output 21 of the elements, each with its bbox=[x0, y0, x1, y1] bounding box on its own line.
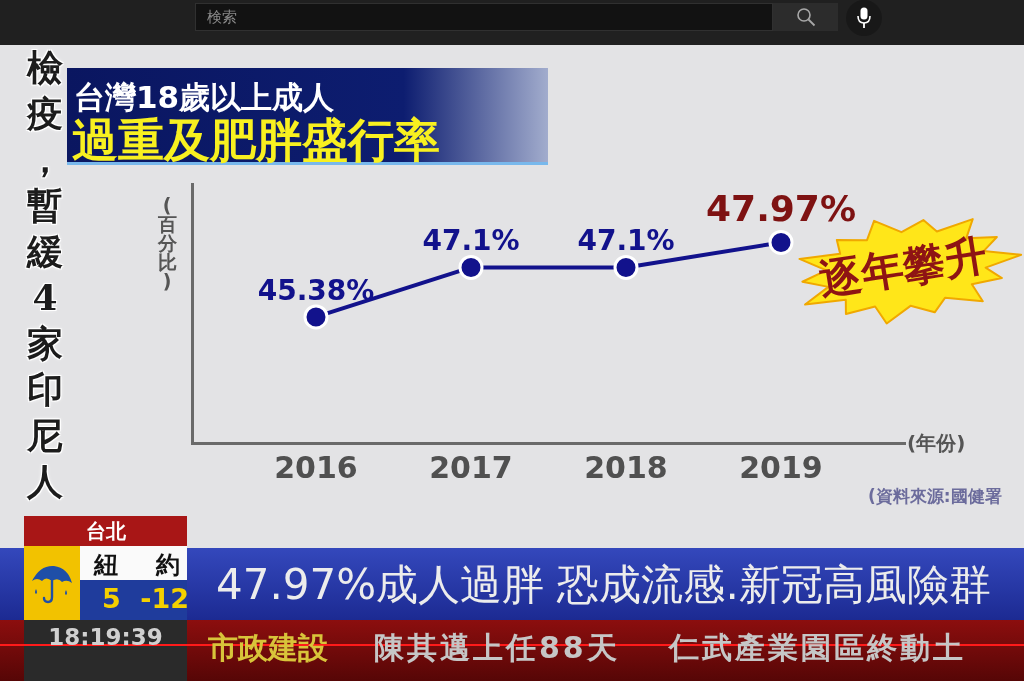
chart-title: 台灣18歲以上成人 bbox=[74, 79, 335, 115]
chart-subtitle: 過重及肥胖盛行率 bbox=[72, 113, 440, 167]
x-tick-label: 2017 bbox=[429, 449, 513, 485]
text: 5 -12 bbox=[102, 583, 189, 615]
text: (資料來源:國健署 bbox=[868, 485, 1002, 508]
y-axis-title: (百分比) bbox=[156, 194, 178, 292]
data-label: 47.97% bbox=[706, 188, 856, 230]
text: 台北 bbox=[24, 517, 187, 545]
data-label: 47.1% bbox=[422, 224, 520, 258]
text: 18:19:39 bbox=[47, 623, 164, 652]
text: 47.97%成人過胖 恐成流感.新冠高風險群 bbox=[216, 559, 991, 611]
x-tick-label: 2016 bbox=[274, 449, 358, 485]
text: 檢疫，暫緩4家印尼人 bbox=[27, 46, 63, 502]
data-label: 47.1% bbox=[577, 224, 675, 258]
x-axis-title: (年份) bbox=[907, 431, 966, 455]
x-tick-label: 2019 bbox=[739, 449, 823, 485]
x-tick-label: 2018 bbox=[584, 449, 668, 485]
annotation: 逐年攀升 bbox=[815, 229, 991, 307]
text: 紐約 bbox=[94, 550, 180, 580]
text: 検索 bbox=[207, 8, 237, 26]
data-label: 45.38% bbox=[257, 273, 375, 307]
